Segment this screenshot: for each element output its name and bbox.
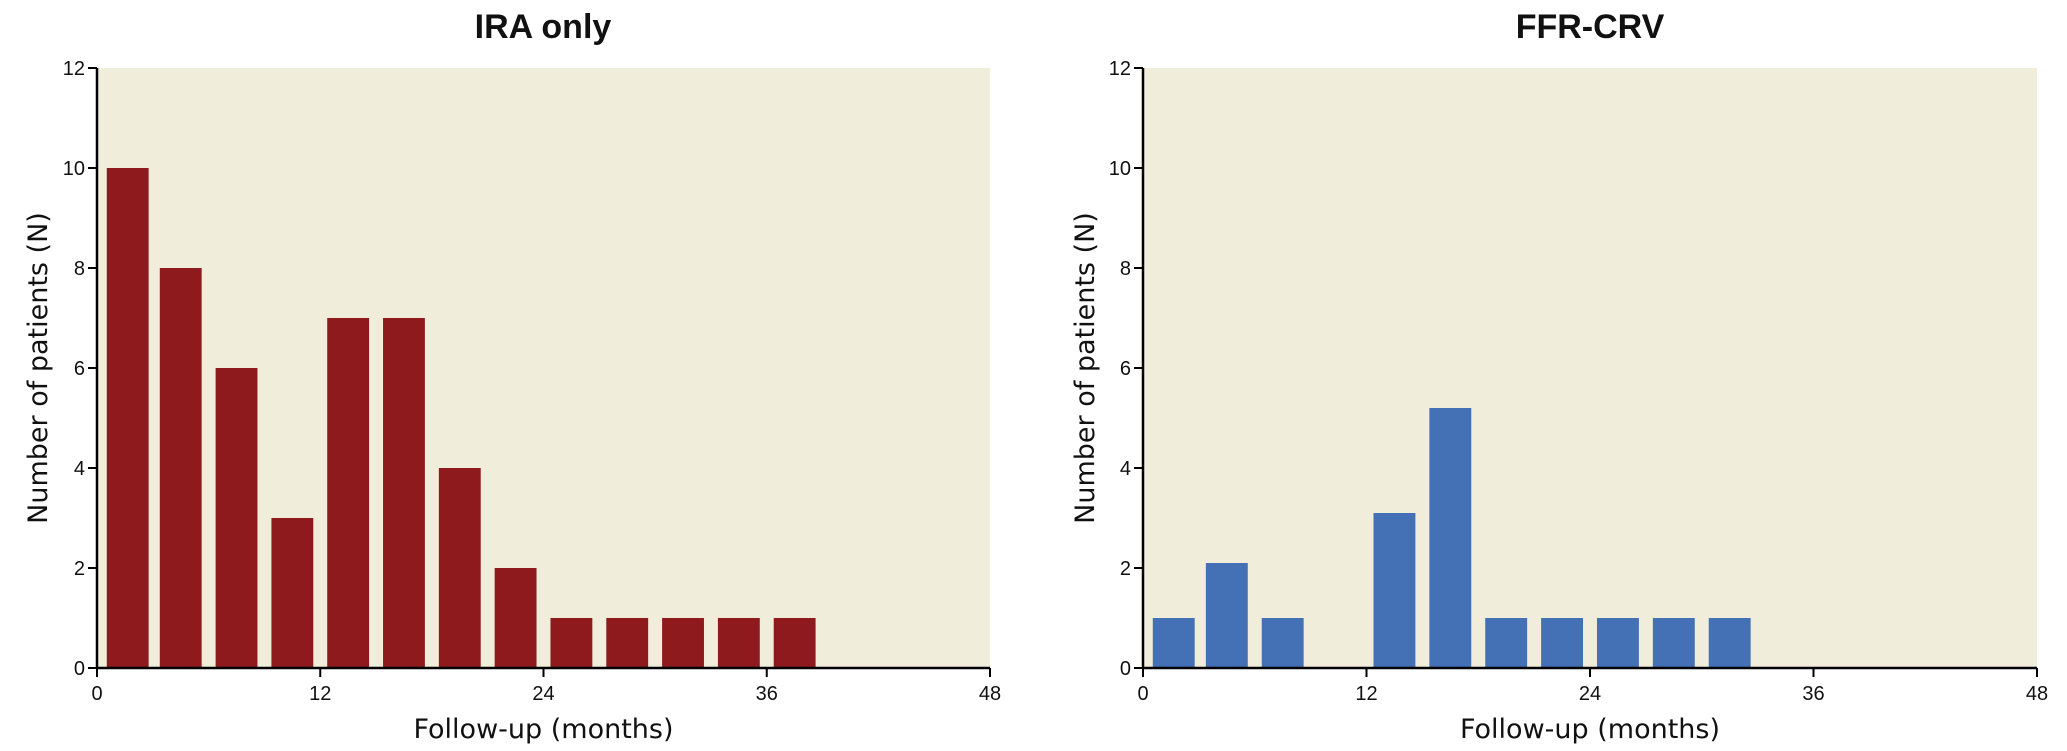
x-tick-label: 48 — [979, 683, 1001, 705]
bar-ira-11 — [717, 618, 760, 668]
bar-ffr-7 — [1596, 618, 1639, 668]
bar-ffr-1 — [1205, 563, 1248, 668]
x-tick-label: 36 — [1802, 683, 1824, 705]
bar-ira-1 — [159, 268, 202, 668]
chart-title: IRA only — [475, 8, 612, 46]
x-tick-label: 0 — [91, 683, 102, 705]
bar-ira-6 — [438, 468, 481, 668]
y-tick-label: 4 — [1120, 458, 1131, 480]
bar-ira-10 — [662, 618, 704, 668]
y-tick-label: 8 — [1120, 258, 1131, 280]
y-axis-label: Number of patients (N) — [1070, 212, 1101, 524]
y-tick-label: 8 — [74, 258, 85, 280]
bar-ffr-9 — [1708, 618, 1751, 668]
y-tick-label: 0 — [1120, 658, 1131, 680]
y-tick-label: 12 — [1109, 58, 1131, 80]
bar-ira-12 — [773, 618, 816, 668]
x-tick-label: 24 — [532, 683, 554, 705]
y-tick-label: 10 — [1109, 158, 1131, 180]
y-tick-label: 12 — [63, 58, 85, 80]
bar-ffr-6 — [1541, 618, 1584, 668]
bar-ira-4 — [327, 318, 370, 668]
x-tick-label: 12 — [1355, 683, 1377, 705]
plot-area — [1143, 68, 2037, 668]
x-tick-label: 48 — [2026, 683, 2048, 705]
bar-ira-7 — [494, 568, 537, 668]
bar-ira-2 — [215, 368, 258, 668]
bar-ira-9 — [606, 618, 649, 668]
bar-ira-5 — [383, 318, 425, 668]
bar-ffr-3 — [1373, 513, 1416, 668]
chart-title: FFR-CRV — [1516, 8, 1665, 46]
y-tick-label: 10 — [63, 158, 85, 180]
bar-ffr-8 — [1652, 618, 1695, 668]
bar-ffr-4 — [1429, 408, 1472, 668]
y-tick-label: 2 — [1120, 558, 1131, 580]
bar-ffr-2 — [1261, 618, 1304, 668]
x-tick-label: 12 — [309, 683, 331, 705]
x-tick-label: 24 — [1579, 683, 1601, 705]
y-tick-label: 0 — [74, 658, 85, 680]
y-axis-label: Number of patients (N) — [23, 212, 54, 524]
bar-ira-8 — [550, 618, 593, 668]
y-tick-label: 4 — [74, 458, 85, 480]
y-tick-label: 2 — [74, 558, 85, 580]
bar-ffr-0 — [1152, 618, 1195, 668]
x-tick-label: 36 — [756, 683, 778, 705]
x-axis-label: Follow-up (months) — [1460, 714, 1720, 745]
bar-ira-3 — [271, 518, 314, 668]
x-axis-label: Follow-up (months) — [413, 714, 673, 745]
bar-ira-0 — [106, 168, 149, 668]
x-tick-label: 0 — [1137, 683, 1148, 705]
y-tick-label: 6 — [74, 358, 85, 380]
y-tick-label: 6 — [1120, 358, 1131, 380]
bar-ffr-5 — [1485, 618, 1528, 668]
